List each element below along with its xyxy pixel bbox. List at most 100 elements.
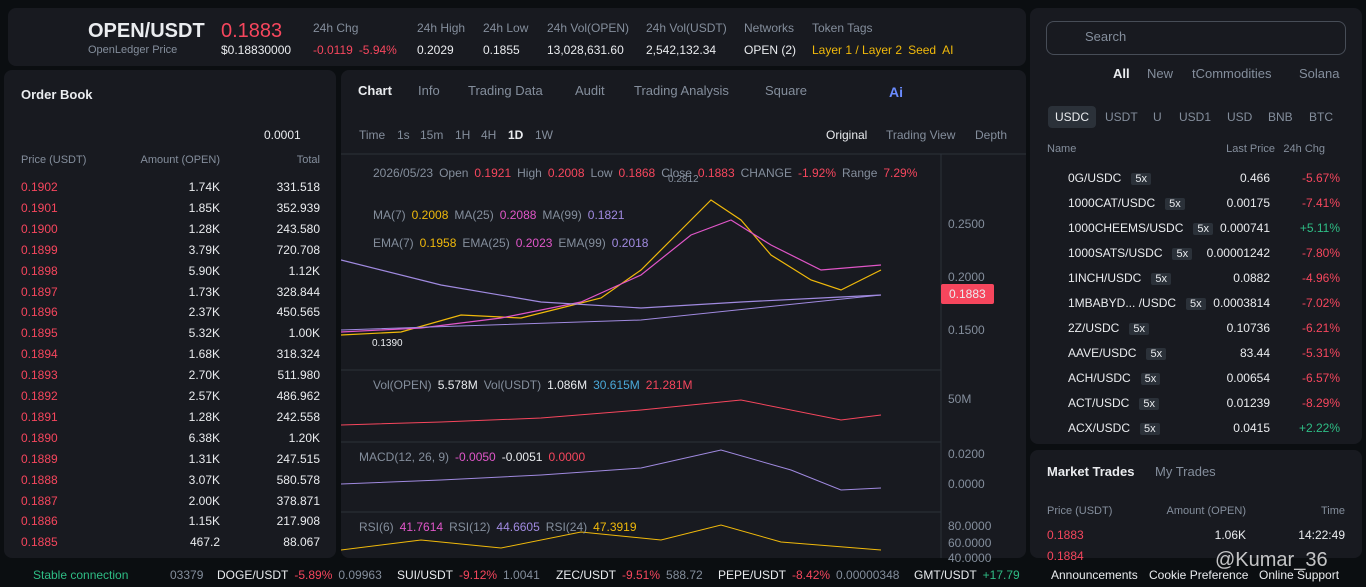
label: 5x: [1129, 323, 1149, 335]
interval[interactable]: 4H: [481, 128, 497, 142]
label: Range: [842, 166, 878, 180]
quote[interactable]: USDC: [1048, 106, 1097, 128]
tab[interactable]: New: [1147, 66, 1174, 81]
stat-label: 24h High: [417, 21, 466, 35]
tick-size[interactable]: 0.0001: [264, 128, 301, 142]
trade-time: 14:22:49: [1298, 528, 1345, 542]
ask-price: 0.1893: [21, 368, 58, 383]
quote[interactable]: USD1: [1179, 110, 1212, 124]
order-book-panel: [4, 70, 336, 558]
interval[interactable]: 1D: [508, 128, 524, 142]
col: Name: [1047, 143, 1077, 155]
ask-price: 0.1891: [21, 409, 58, 424]
label: OPEN (2): [744, 43, 797, 57]
tab[interactable]: Square: [765, 83, 807, 98]
trade-amount: 1.06K: [1214, 528, 1246, 542]
ask-total: 243.580: [276, 221, 320, 236]
label: SUI/USDT: [397, 568, 454, 582]
ema: EMA(7) 0.1958 EMA(25) 0.2023 EMA(99) 0.2018: [373, 235, 654, 251]
tab[interactable]: Trading Analysis: [634, 83, 729, 98]
label: 7.29%: [883, 166, 918, 180]
tab[interactable]: Audit: [575, 83, 605, 98]
ask-price: 0.1888: [21, 472, 58, 487]
label: 0.1821: [587, 208, 625, 222]
change: +5.11%: [1299, 221, 1340, 235]
ticker: SUI/USDT -9.12% 1.0041: [397, 567, 546, 583]
label: -0.0051: [501, 450, 543, 464]
tab[interactable]: Chart: [358, 83, 392, 98]
ask-amount: 1.28K: [188, 221, 220, 236]
tab[interactable]: My Trades: [1155, 464, 1216, 479]
interval[interactable]: 1W: [535, 128, 553, 142]
view[interactable]: Depth: [975, 128, 1008, 142]
label: 1INCH/USDC: [1068, 271, 1142, 285]
label: 5x: [1131, 173, 1151, 185]
ask-total: 318.324: [276, 347, 320, 362]
label: 0.1855: [483, 43, 520, 57]
view[interactable]: Trading View: [886, 128, 956, 142]
tab[interactable]: Solana: [1299, 66, 1340, 81]
label: RSI(12): [449, 520, 491, 534]
search-box[interactable]: [1046, 21, 1346, 55]
quote[interactable]: BTC: [1309, 110, 1333, 124]
tab[interactable]: Trading Data: [468, 83, 543, 98]
label: -9.12%: [459, 568, 498, 582]
col: Amount (OPEN): [1166, 505, 1246, 517]
label: ZEC/USDT: [556, 568, 616, 582]
high-marker: 0.2812: [668, 174, 699, 185]
label: 0.1958: [419, 236, 457, 250]
link[interactable]: Announcements: [1051, 568, 1138, 582]
price-axis-label: 0.2500: [948, 217, 985, 231]
ask-amount: 1.15K: [188, 514, 220, 529]
tab[interactable]: tCommodities: [1192, 66, 1272, 81]
interval[interactable]: 1s: [397, 128, 410, 142]
ask-total: 331.518: [276, 180, 320, 194]
status: Stable connection: [33, 568, 129, 582]
rsi-axis: 40.0000: [948, 551, 992, 565]
last-price: 0.466: [1239, 171, 1270, 185]
quote[interactable]: BNB: [1268, 110, 1293, 124]
interval[interactable]: 15m: [420, 128, 444, 142]
ma: MA(7) 0.2008 MA(25) 0.2088 MA(99) 0.1821: [373, 207, 630, 223]
label: 1000CAT/USDC: [1068, 196, 1156, 210]
label: 0.1921: [474, 166, 512, 180]
label: -9.51%: [622, 568, 661, 582]
stat-value: 13,028,631.60: [547, 42, 630, 58]
label: -0.0119: [313, 43, 353, 57]
ask-amount: 5.32K: [188, 326, 220, 341]
last-price: 0.0882: [1233, 271, 1270, 285]
ask-price: 0.1887: [21, 493, 58, 508]
link[interactable]: Online Support: [1259, 568, 1340, 582]
interval[interactable]: 1H: [455, 128, 471, 142]
quote[interactable]: USDT: [1105, 110, 1138, 124]
label: Close: [661, 166, 692, 180]
label: 5x: [1165, 198, 1185, 210]
col: Amount (OPEN): [140, 154, 220, 166]
stat-label: Networks: [744, 21, 795, 35]
ai: Ai: [889, 84, 903, 100]
last-price: 0.10736: [1226, 321, 1270, 335]
quote[interactable]: USD: [1227, 110, 1253, 124]
last-price: 0.00001242: [1206, 246, 1270, 260]
ask-total: 88.067: [283, 535, 320, 550]
label: 1MBABYD... /USDC: [1068, 296, 1177, 310]
market-name: ACX/USDC 5x: [1068, 420, 1166, 437]
tab[interactable]: Info: [418, 83, 440, 98]
col: Total: [296, 154, 320, 166]
stat-label: 24h Chg: [313, 21, 359, 35]
ticker: GMT/USDT +17.79: [914, 567, 1032, 583]
interval[interactable]: Time: [359, 128, 386, 142]
col: 24h Chg: [1283, 143, 1325, 155]
tab[interactable]: All: [1113, 66, 1130, 81]
tab[interactable]: Market Trades: [1047, 464, 1135, 479]
quote[interactable]: U: [1153, 110, 1162, 124]
view[interactable]: Original: [826, 128, 868, 142]
last-price: 83.44: [1239, 346, 1270, 360]
ask-amount: 467.2: [189, 535, 220, 550]
label: CHANGE: [740, 166, 792, 180]
ask-price: 0.1894: [21, 347, 58, 362]
link[interactable]: Cookie Preference: [1149, 568, 1249, 582]
macd-axis: 0.0200: [948, 447, 985, 461]
chart-panel: [341, 70, 1026, 558]
label: 5x: [1172, 248, 1193, 260]
